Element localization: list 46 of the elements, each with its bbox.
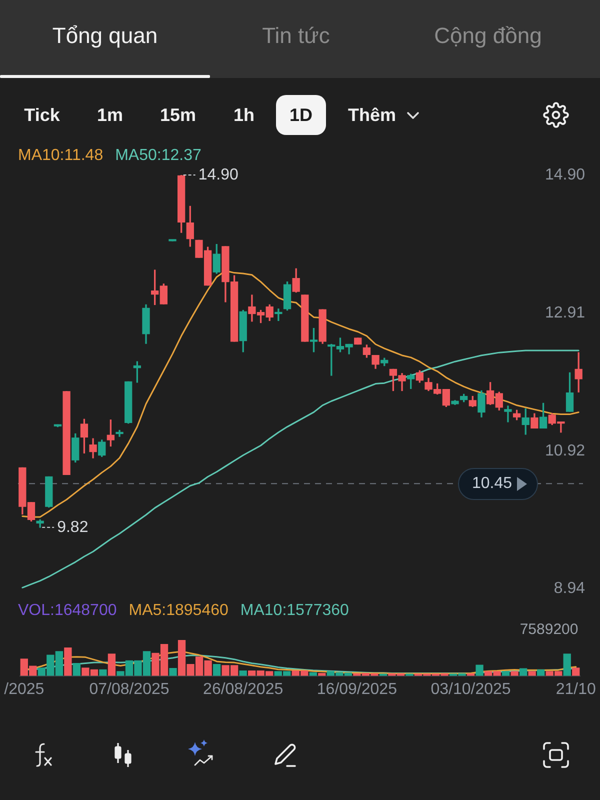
x-tick-label: 26/08/2025: [203, 680, 284, 698]
bar: [239, 670, 247, 676]
bar: [212, 664, 221, 676]
bar: [476, 664, 484, 676]
text: 7589200: [520, 621, 578, 638]
bar: [537, 669, 545, 676]
y-tick-label: 14.90: [544, 166, 586, 184]
text: MA10:11.48: [18, 147, 104, 164]
bar: [528, 671, 536, 676]
candlestick: [274, 308, 282, 321]
x-tick-label: 03/10/2025: [430, 680, 511, 698]
text: Cộng đồng: [434, 22, 542, 50]
x-tick-label: /2025: [4, 680, 44, 698]
bar: [64, 648, 72, 676]
x-tick-label: 16/09/2025: [316, 680, 398, 698]
text: Tick: [24, 104, 60, 126]
text: Thêm: [348, 104, 396, 126]
text: MA5:1895460: [128, 602, 228, 619]
candlestick: [504, 406, 512, 422]
text: 15m: [160, 104, 196, 126]
text: Tổng quan: [52, 22, 158, 50]
text: MA50:12.37: [115, 147, 202, 164]
x-tick-label: 21/10: [556, 680, 596, 698]
text: MA10:1577360: [240, 602, 349, 619]
bar: [72, 662, 81, 676]
x-tick-label: 07/08/2025: [89, 680, 170, 698]
text: 1m: [96, 104, 124, 126]
price-tag: 10.45: [458, 468, 538, 500]
legend-title: VOL:1648700: [18, 602, 117, 619]
selected-button: 1D: [276, 95, 326, 135]
y-tick-label: 12.91: [544, 304, 586, 322]
annotation: 14.90: [198, 166, 238, 184]
bar: [108, 654, 116, 676]
bar: [169, 668, 177, 676]
bar: [519, 668, 528, 676]
y-tick-label: 10.92: [544, 442, 586, 460]
bar: [309, 672, 317, 676]
bar: [572, 668, 580, 676]
bar: [502, 671, 510, 676]
text: Tin tức: [262, 22, 330, 50]
bar: [99, 669, 107, 676]
text: 1h: [233, 104, 255, 126]
annotation: 9.82: [57, 518, 88, 536]
bar: [563, 654, 571, 676]
bar: [510, 671, 518, 676]
y-tick-label: 8.94: [554, 580, 586, 597]
